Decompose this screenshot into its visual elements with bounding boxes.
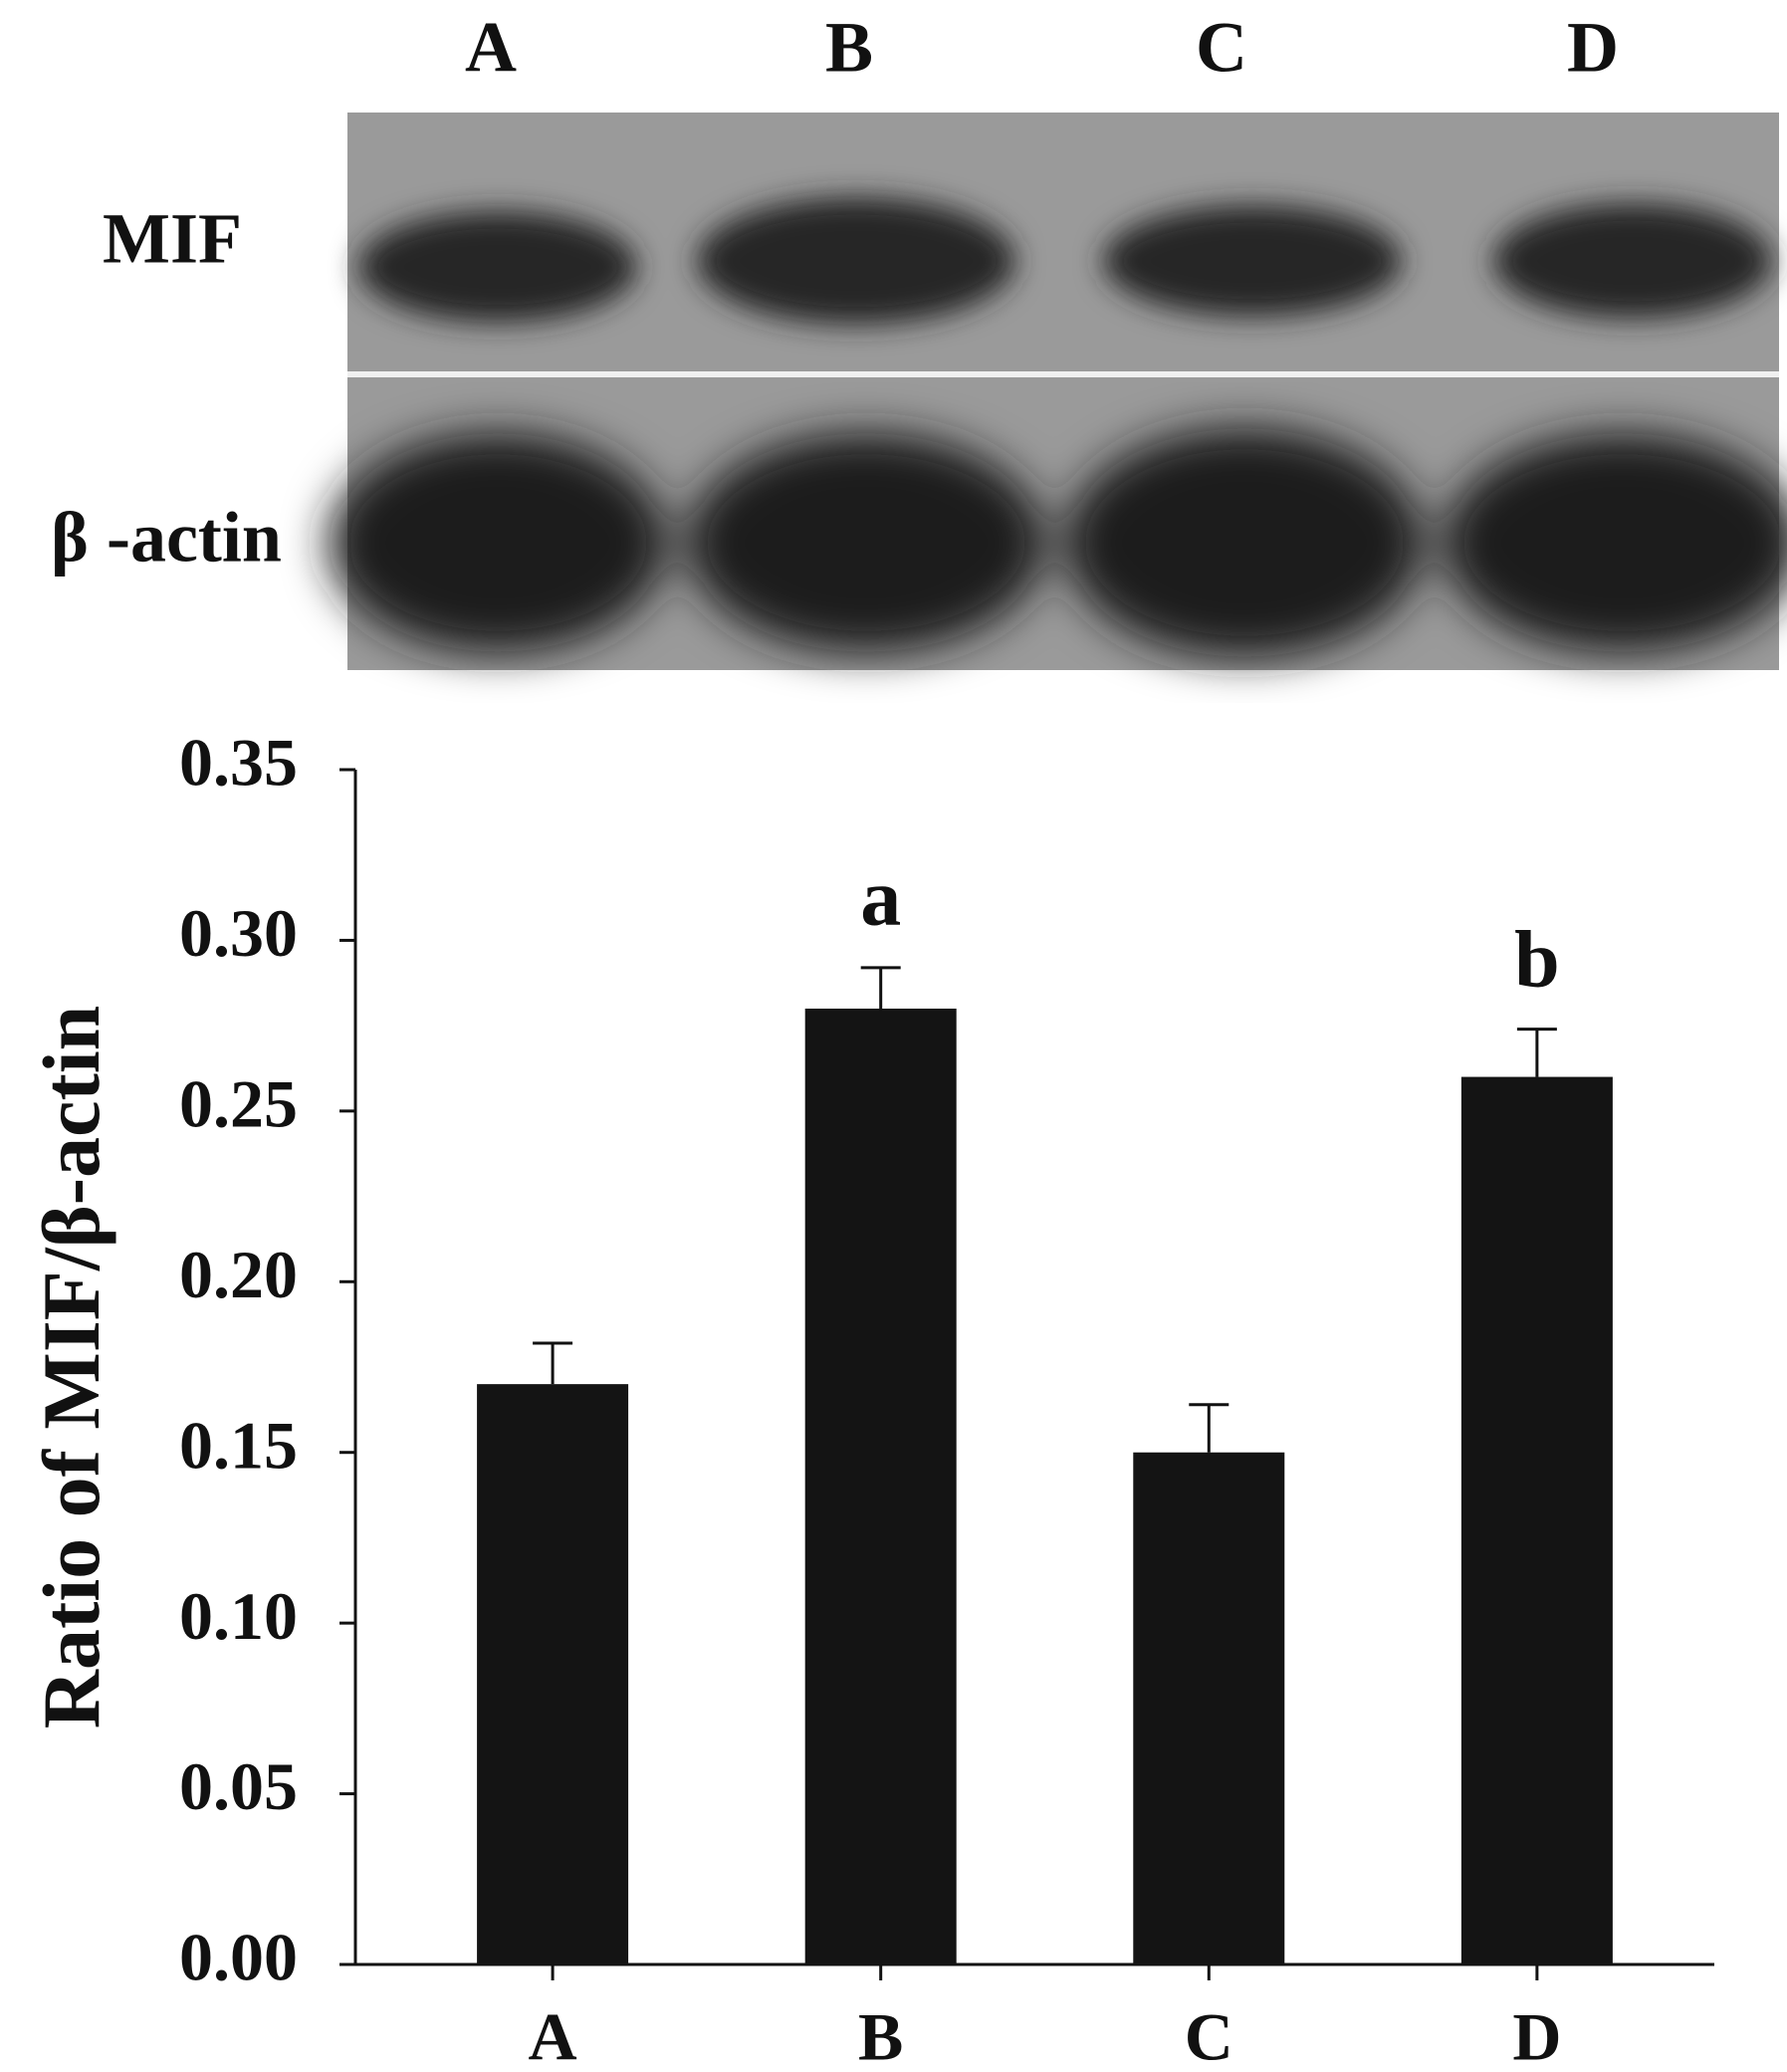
y-axis-label: Ratio of MIF/β-actin: [26, 1006, 116, 1728]
blot: A B C D MIF β -actin: [51, 8, 1787, 670]
lane-label: C: [1196, 8, 1247, 88]
row-label: β -actin: [51, 498, 282, 577]
bar: [477, 1384, 629, 1964]
x-tick-label: C: [1185, 1999, 1233, 2072]
bar: [1460, 1076, 1613, 1964]
lane-label: A: [465, 8, 517, 88]
bar: [1133, 1452, 1285, 1964]
annotation: a: [860, 852, 901, 943]
mif-bands: [358, 197, 1772, 325]
y-tick-label: 0.05: [179, 1748, 298, 1824]
blot-separator: [347, 371, 1779, 377]
chart: Ratio of MIF/β-actin 0.00 0.05 0.10 0.15 0.2…: [26, 725, 1714, 2072]
annotation: b: [1514, 913, 1560, 1004]
y-tick-label: 0.25: [179, 1065, 298, 1141]
lane-label: D: [1567, 8, 1619, 88]
x-tick-label: A: [529, 1999, 577, 2072]
y-tick-label: 0.30: [179, 895, 298, 971]
y-tick-label: 0.15: [179, 1407, 298, 1483]
lane-label: B: [825, 8, 873, 88]
y-tick-label: 0.10: [179, 1578, 298, 1654]
row-label: MIF: [103, 199, 242, 279]
actin-bands: [329, 428, 1787, 657]
y-tick-label: 0.35: [179, 725, 298, 801]
y-tick-label: 0.00: [179, 1920, 298, 1995]
y-tick-label: 0.20: [179, 1237, 298, 1312]
bar: [804, 1009, 957, 1964]
x-tick-label: D: [1512, 1999, 1561, 2072]
x-tick-label: B: [858, 1999, 903, 2072]
